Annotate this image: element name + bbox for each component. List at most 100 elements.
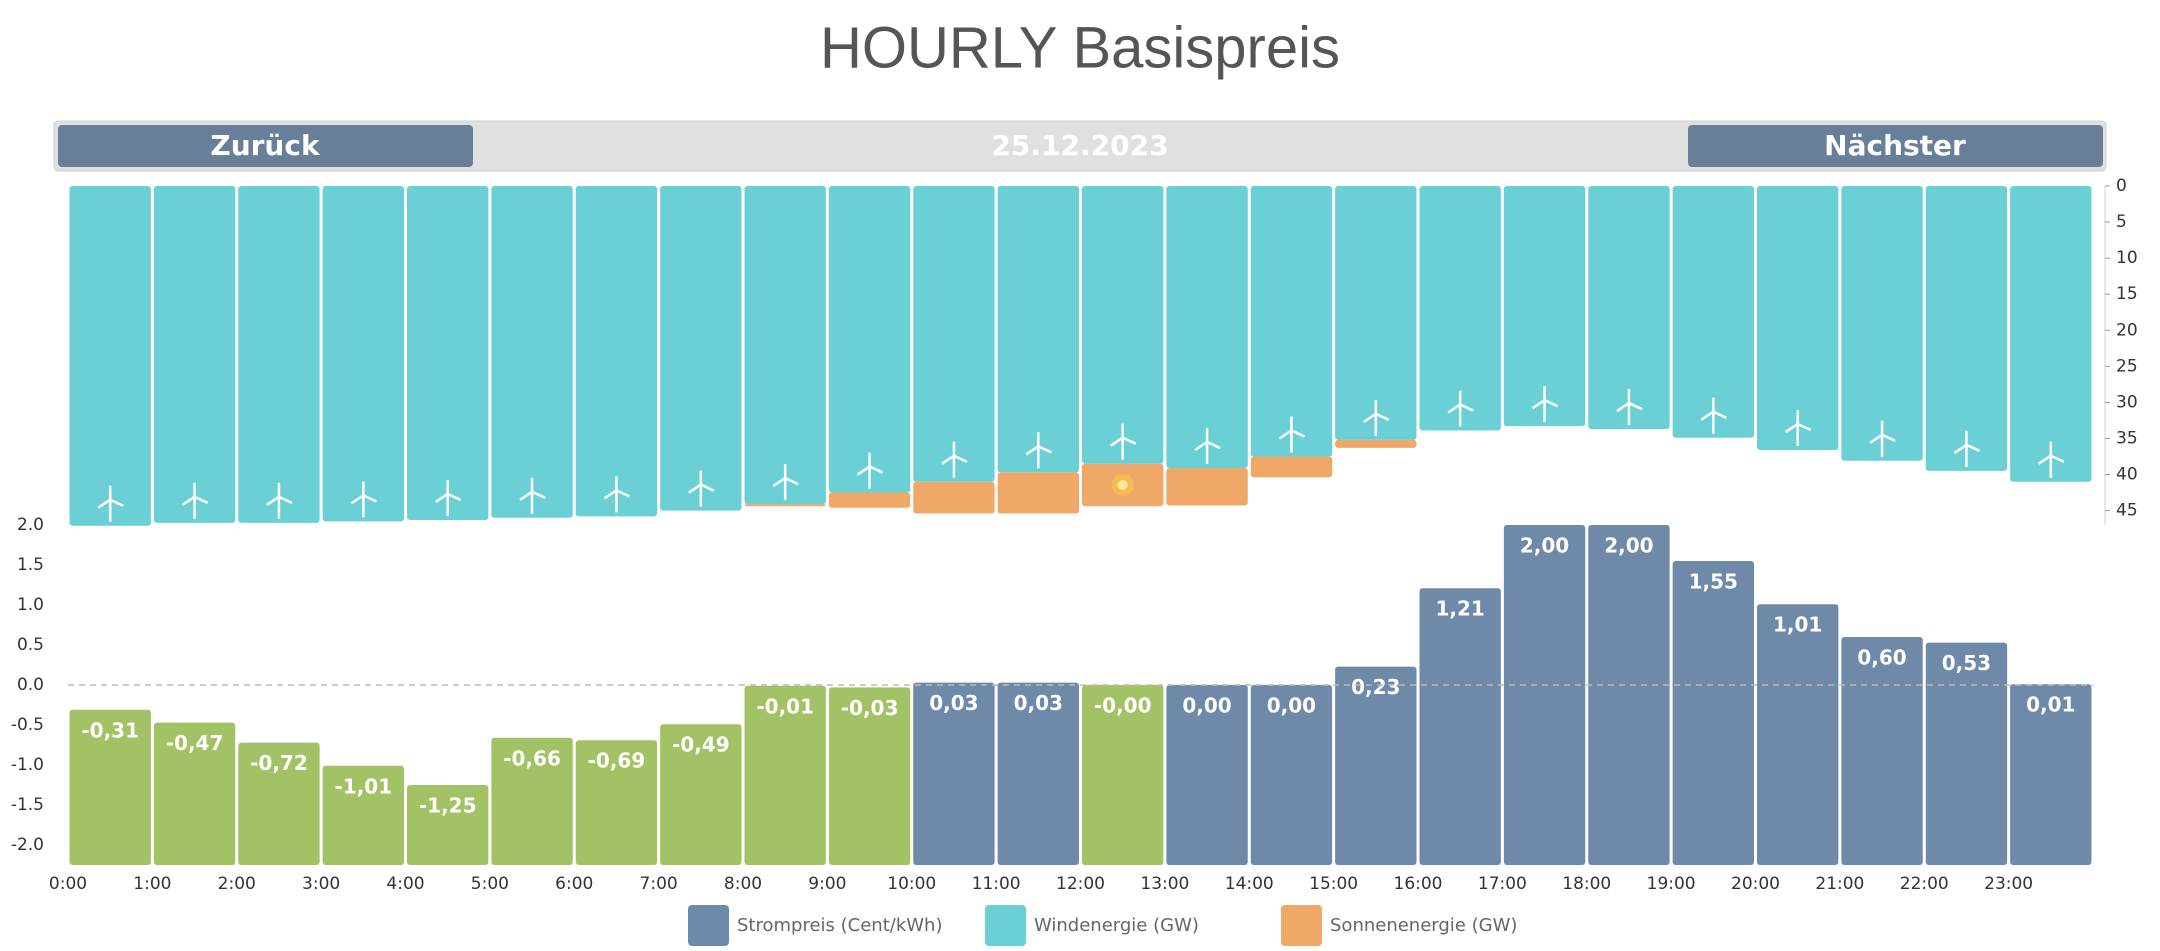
turbine-icon xyxy=(1797,422,1812,432)
y-tick-label: 40 xyxy=(2116,465,2138,485)
value-label: -0,31 xyxy=(81,718,139,742)
y-tick-label: 0.5 xyxy=(17,635,44,655)
turbine-icon xyxy=(1290,429,1305,438)
legend-swatch xyxy=(1281,905,1322,946)
y-tick-label: -1.0 xyxy=(11,755,44,775)
turbine-icon xyxy=(953,454,968,463)
back-label[interactable]: Zurück xyxy=(210,129,321,162)
value-label: -1,25 xyxy=(419,794,477,818)
value-label: 1,21 xyxy=(1436,597,1485,621)
turbine-icon xyxy=(1025,445,1040,456)
turbine-icon xyxy=(1447,403,1461,414)
x-tick-label: 1:00 xyxy=(133,874,171,894)
wind-bar xyxy=(238,186,320,523)
price-bar xyxy=(238,742,320,865)
x-tick-label: 6:00 xyxy=(555,874,593,894)
legend-label: Sonnenenergie (GW) xyxy=(1330,915,1517,936)
wind-bar xyxy=(660,186,742,511)
x-tick-label: 11:00 xyxy=(972,874,1021,894)
price-bar xyxy=(997,682,1079,865)
wind-bar xyxy=(2010,186,2092,482)
turbine-icon xyxy=(2038,454,2052,465)
x-tick-label: 7:00 xyxy=(640,874,678,894)
value-label: 1,01 xyxy=(1773,613,1822,637)
solar-bar xyxy=(997,472,1079,514)
price-bar xyxy=(2010,684,2092,865)
price-bar xyxy=(1925,642,2008,865)
turbine-icon xyxy=(1965,443,1980,453)
price-bar xyxy=(575,740,658,865)
turbine-icon xyxy=(1037,445,1052,454)
turbine-icon xyxy=(1628,401,1643,411)
turbine-icon xyxy=(434,492,449,503)
wind-bar xyxy=(407,186,489,520)
value-label: -0,00 xyxy=(1094,694,1152,718)
value-label: 0,01 xyxy=(2026,693,2075,717)
value-label: -1,01 xyxy=(334,774,392,798)
value-label: 0,23 xyxy=(1351,675,1400,699)
value-label: -0,01 xyxy=(756,694,814,718)
price-bar xyxy=(1419,588,1501,865)
y-tick-label: 25 xyxy=(2116,356,2138,376)
value-label: -0,47 xyxy=(166,731,224,755)
value-label: -0,03 xyxy=(841,696,899,720)
y-tick-label: 10 xyxy=(2116,248,2138,268)
value-label: 2,00 xyxy=(1604,534,1653,558)
x-tick-label: 2:00 xyxy=(218,874,256,894)
turbine-icon xyxy=(1206,440,1221,450)
turbine-icon xyxy=(1881,433,1896,442)
price-bar xyxy=(1166,685,1248,865)
turbine-icon xyxy=(688,483,702,494)
price-bar xyxy=(828,687,911,865)
back-button[interactable] xyxy=(58,125,473,167)
x-tick-label: 10:00 xyxy=(887,874,936,894)
turbine-icon xyxy=(1278,429,1293,440)
price-bar xyxy=(407,785,489,865)
turbine-icon xyxy=(2050,454,2065,463)
turbine-icon xyxy=(1363,412,1377,423)
x-tick-label: 15:00 xyxy=(1309,874,1358,894)
wind-bar xyxy=(1250,186,1333,457)
y-tick-label: 1.5 xyxy=(17,555,44,575)
wind-bar xyxy=(575,186,658,517)
wind-bar xyxy=(1841,186,1923,461)
value-label: 0,00 xyxy=(1267,694,1316,718)
x-tick-label: 4:00 xyxy=(386,874,424,894)
solar-bar xyxy=(1166,468,1248,506)
turbine-icon xyxy=(772,477,786,488)
price-bar xyxy=(913,682,995,865)
turbine-icon xyxy=(181,495,196,506)
solar-bar xyxy=(913,481,995,514)
price-bar xyxy=(744,685,826,865)
turbine-icon xyxy=(194,495,209,504)
wind-bar xyxy=(322,186,404,522)
solar-bar xyxy=(828,492,911,508)
turbine-icon xyxy=(1869,433,1883,444)
date-label: 25.12.2023 xyxy=(991,129,1168,162)
wind-bar xyxy=(69,186,151,526)
next-label[interactable]: Nächster xyxy=(1824,129,1966,162)
value-label: 0,53 xyxy=(1942,651,1991,675)
y-tick-label: 35 xyxy=(2116,428,2138,448)
wind-bar xyxy=(1588,186,1670,430)
turbine-icon xyxy=(1531,399,1546,410)
x-tick-label: 5:00 xyxy=(471,874,509,894)
turbine-icon xyxy=(266,495,280,506)
turbine-icon xyxy=(1784,422,1799,434)
x-tick-label: 23:00 xyxy=(1984,874,2033,894)
wind-bar xyxy=(997,186,1079,473)
wind-bar xyxy=(491,186,573,518)
x-tick-label: 9:00 xyxy=(808,874,846,894)
turbine-icon xyxy=(700,483,715,492)
value-label: -0,69 xyxy=(588,749,646,773)
price-bar xyxy=(153,722,236,865)
y-tick-label: 1.0 xyxy=(17,595,44,615)
price-bar xyxy=(1841,637,1923,865)
turbine-icon xyxy=(603,489,618,500)
turbine-icon xyxy=(1459,403,1474,412)
price-bar xyxy=(1335,666,1417,865)
next-button[interactable] xyxy=(1688,125,2103,167)
price-bar xyxy=(1503,525,1586,865)
wind-bar xyxy=(1335,186,1417,440)
